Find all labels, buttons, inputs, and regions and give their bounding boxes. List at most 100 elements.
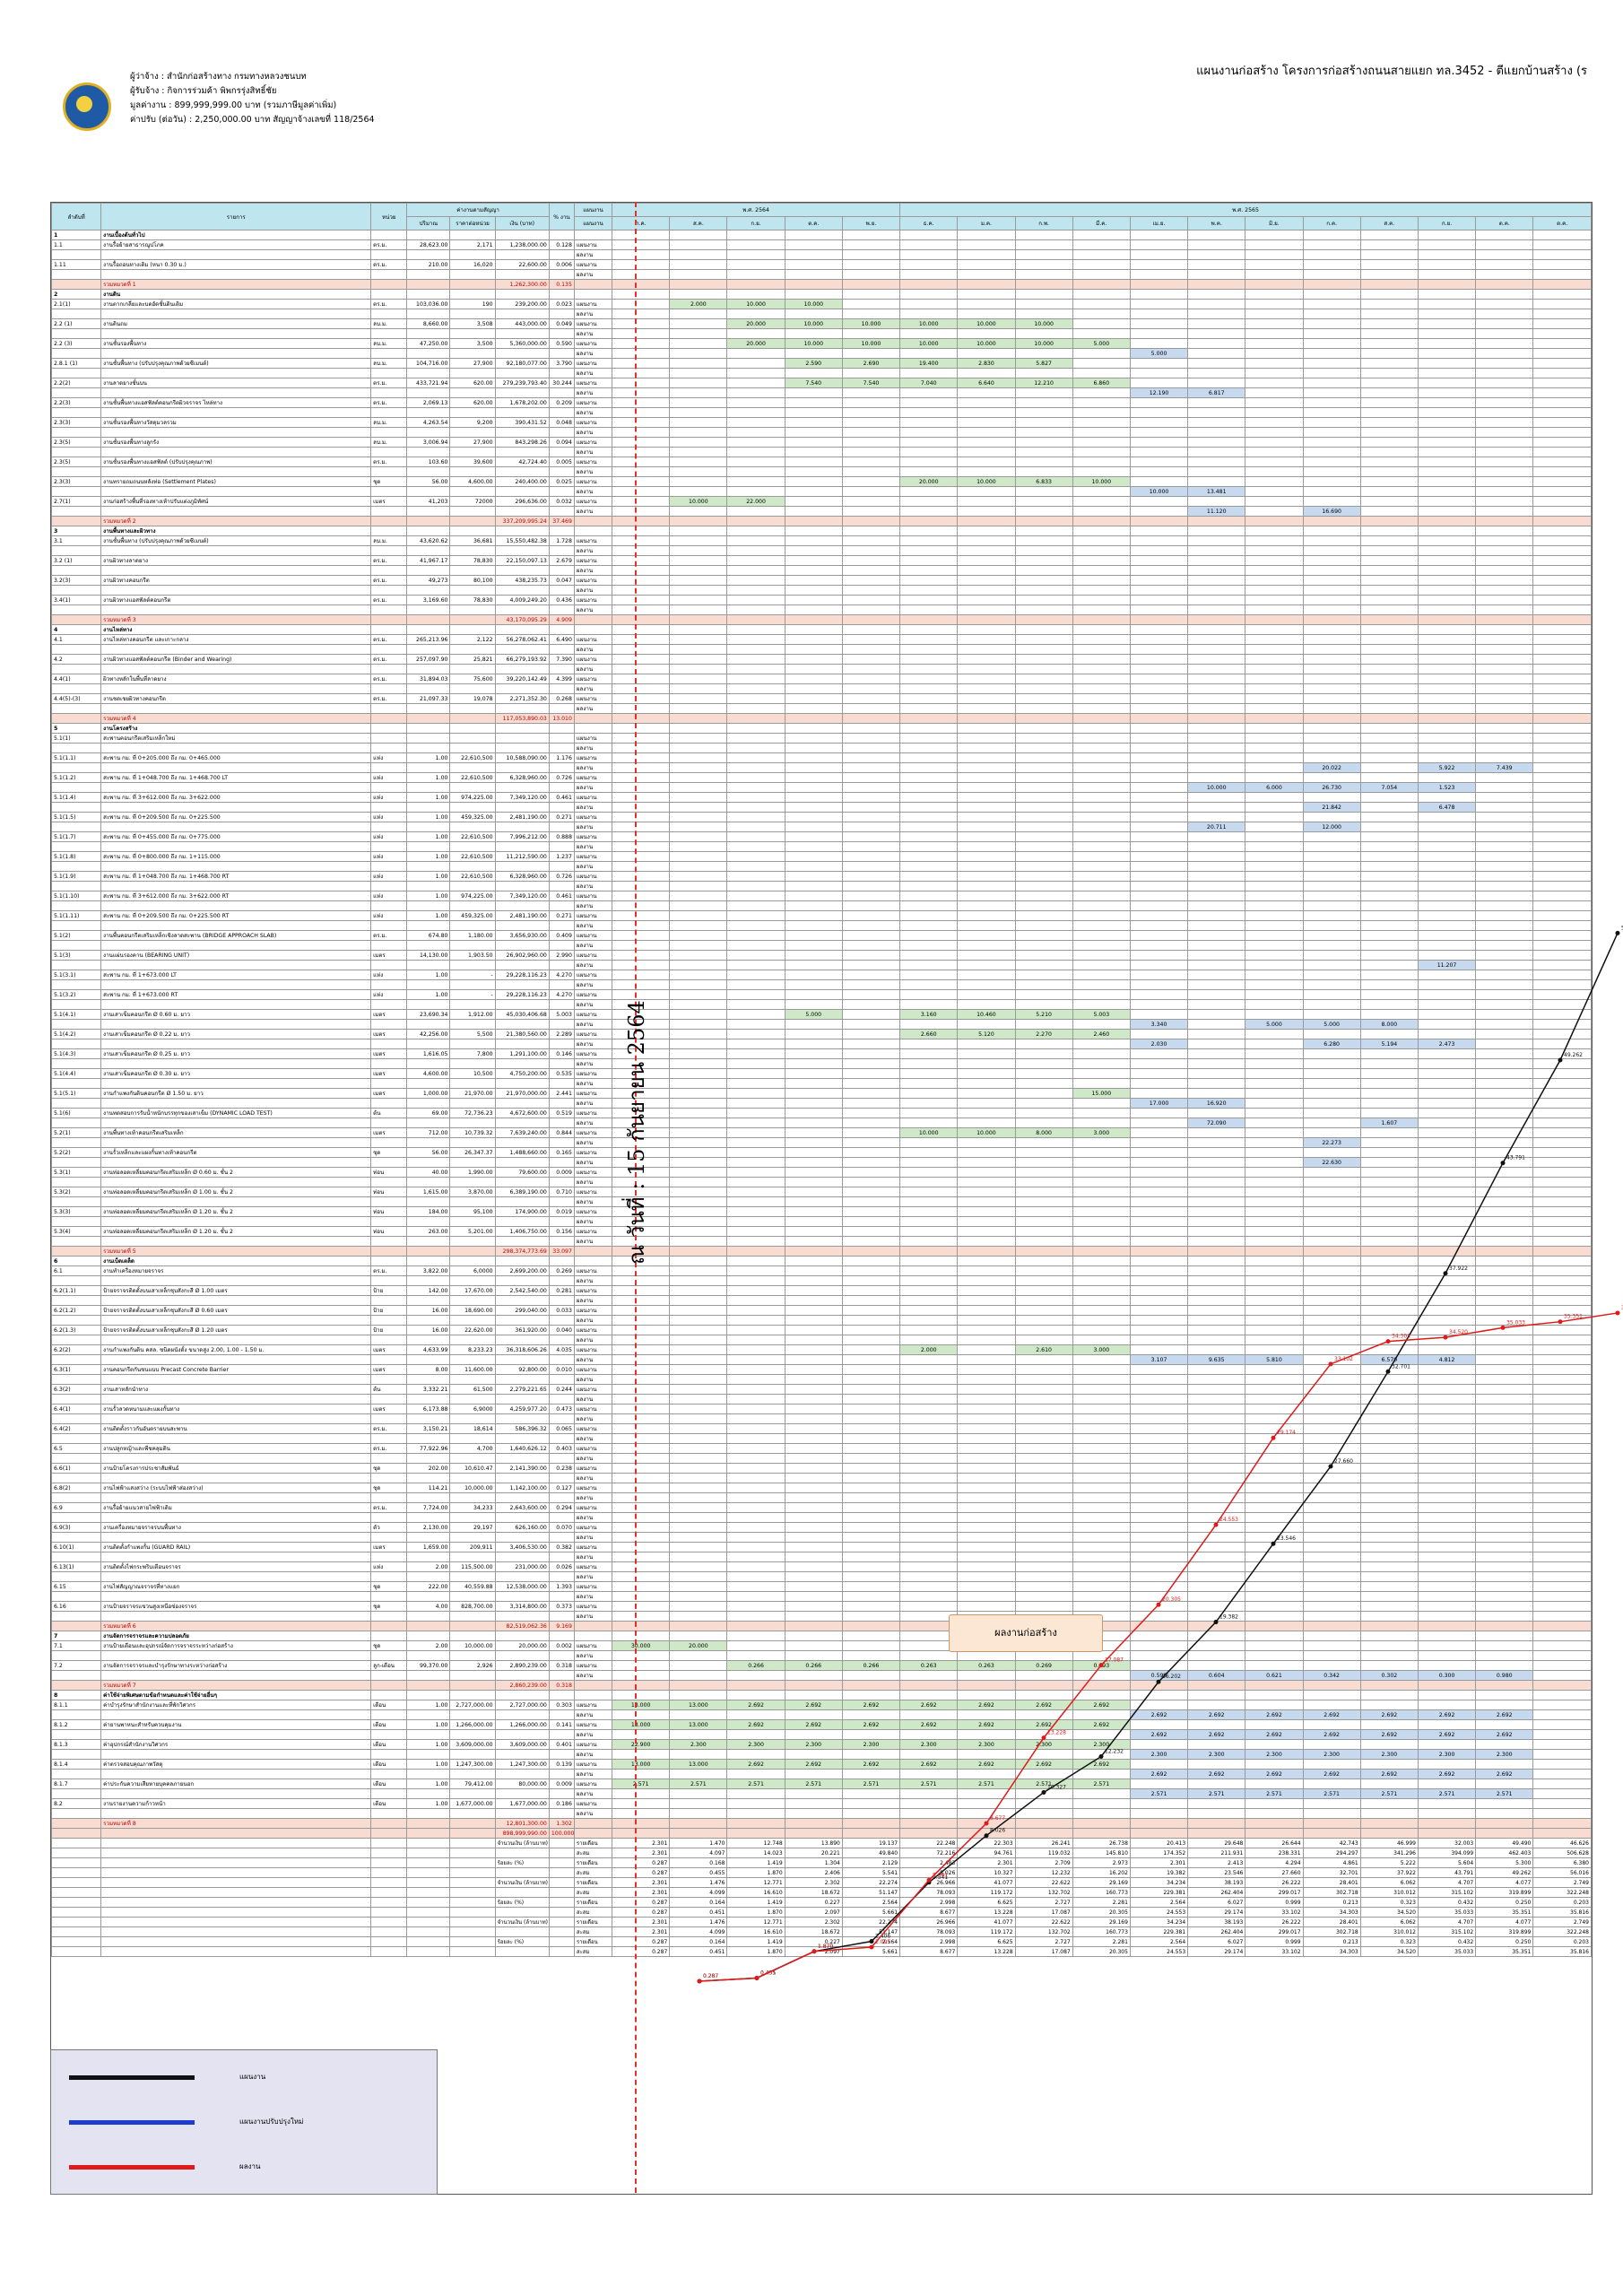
group-row: 3 งานพื้นทางและผิวทาง <box>50 526 1592 536</box>
table-cell <box>1014 1354 1073 1365</box>
table-cell <box>726 1818 785 1829</box>
schedule-bar: 2.473 <box>1417 1039 1477 1049</box>
summary-value: 13.890 <box>784 1838 843 1848</box>
summary-value: 34.234 <box>1129 1917 1189 1927</box>
table-cell <box>612 743 671 753</box>
table-cell <box>1417 1374 1477 1385</box>
table-cell <box>726 1453 785 1464</box>
table-cell <box>1072 999 1131 1010</box>
table-row: 5.1(1.8) สะพาน กม. ที่ 0+800.000 ถึง กม. … <box>50 851 1592 862</box>
table-cell <box>669 614 728 625</box>
summary-value: 1.870 <box>726 1867 785 1878</box>
table-cell <box>370 1118 408 1128</box>
table-cell <box>406 1670 451 1681</box>
table-cell <box>1475 1058 1534 1069</box>
table-cell <box>1187 397 1246 408</box>
table-cell <box>370 1867 408 1878</box>
table-cell <box>1532 1788 1592 1799</box>
summary-value: 17.087 <box>1014 1907 1073 1918</box>
table-cell <box>1129 881 1189 891</box>
table-cell <box>612 664 671 674</box>
schedule-bar: 10.000 <box>1014 318 1073 329</box>
item-amount: 21,380,560.00 <box>494 1029 550 1039</box>
table-cell <box>1187 496 1246 507</box>
item-weight: 0.726 <box>548 871 575 882</box>
table-cell <box>1359 1443 1419 1454</box>
table-cell <box>1302 1700 1361 1710</box>
table-cell <box>1302 1483 1361 1493</box>
table-cell <box>1187 762 1246 773</box>
table-row: ผลงาน <box>50 1335 1592 1345</box>
table-cell <box>669 1502 728 1513</box>
table-cell <box>726 891 785 901</box>
table-cell <box>1532 1818 1592 1829</box>
table-row: 2.1(1) งานตากเกลี่ยและบดอัดชั้นดินเดิม ตร.… <box>50 299 1592 309</box>
table-cell <box>449 723 496 734</box>
row-type-label: ผลงาน <box>573 1098 613 1109</box>
table-cell <box>957 1690 1016 1700</box>
table-cell <box>1359 1621 1419 1631</box>
table-cell <box>548 1137 575 1148</box>
table-cell <box>1359 476 1419 487</box>
row-type-label: แผนงาน <box>573 871 613 882</box>
row-type-label: ผลงาน <box>573 506 613 517</box>
schedule-bar: 2.692 <box>899 1719 959 1730</box>
table-cell <box>1359 1423 1419 1434</box>
table-cell <box>612 269 671 280</box>
table-cell <box>1475 358 1534 369</box>
table-cell <box>1014 595 1073 605</box>
table-cell <box>1014 1315 1073 1326</box>
schedule-bar: 10.000 <box>841 318 901 329</box>
table-cell <box>1072 1098 1131 1109</box>
table-cell <box>841 1364 901 1375</box>
schedule-bar: 2.692 <box>1245 1709 1304 1720</box>
table-cell <box>669 1808 728 1819</box>
table-cell <box>612 1601 671 1612</box>
table-cell <box>1302 368 1361 378</box>
schedule-bar: 8.000 <box>1014 1127 1073 1138</box>
table-cell <box>1245 1078 1304 1089</box>
table-cell <box>573 1680 613 1691</box>
table-cell <box>1129 1680 1189 1691</box>
table-row: 5.1(1.9) สะพาน กม. ที่ 1+048.700 ถึง กม. … <box>50 871 1592 882</box>
summary-value: 22.248 <box>899 1838 959 1848</box>
schedule-bar: 0.621 <box>1245 1670 1304 1681</box>
schedule-bar: 2.590 <box>784 358 843 369</box>
table-cell <box>784 822 843 832</box>
table-cell <box>1475 1650 1534 1661</box>
table-cell <box>1359 457 1419 467</box>
table-cell <box>1072 1532 1131 1543</box>
table-cell <box>1187 1009 1246 1020</box>
table-cell <box>1129 417 1189 428</box>
item-number: 3.1 <box>50 535 102 546</box>
item-unit-price: 7,800 <box>449 1048 496 1059</box>
schedule-bar: 2.300 <box>1245 1749 1304 1760</box>
table-cell <box>841 851 901 862</box>
item-qty: 1.00 <box>406 1759 451 1770</box>
table-cell <box>370 269 408 280</box>
table-cell <box>1014 654 1073 665</box>
table-cell <box>669 1443 728 1454</box>
table-cell <box>899 1315 959 1326</box>
table-row: 5.1(3.2) สะพาน กม. ที่ 1+673.000 RT แห่ง 1.… <box>50 989 1592 1000</box>
item-name: งานผิวทางคอนกรีต <box>100 575 372 586</box>
item-qty: 114.21 <box>406 1483 451 1493</box>
table-cell <box>784 940 843 951</box>
schedule-bar: 2.571 <box>1475 1788 1534 1799</box>
table-cell <box>1532 269 1592 280</box>
table-cell <box>669 378 728 388</box>
table-cell <box>1072 259 1131 270</box>
table-cell <box>784 1108 843 1118</box>
schedule-bar: 2.300 <box>784 1739 843 1750</box>
table-cell <box>1302 891 1361 901</box>
table-cell <box>841 1769 901 1779</box>
table-cell <box>449 269 496 280</box>
table-row: ผลงาน <box>50 1394 1592 1405</box>
item-unit: เดือน <box>370 1700 408 1710</box>
table-row: 5.3(4) งานท่อลอดเหลี่ยมคอนกรีตเสริมเหล็ก … <box>50 1226 1592 1237</box>
table-cell <box>1129 1700 1189 1710</box>
table-cell <box>1417 979 1477 990</box>
table-cell <box>1532 427 1592 438</box>
item-amount: 4,009,249.20 <box>494 595 550 605</box>
summary-value: 302.718 <box>1302 1887 1361 1898</box>
